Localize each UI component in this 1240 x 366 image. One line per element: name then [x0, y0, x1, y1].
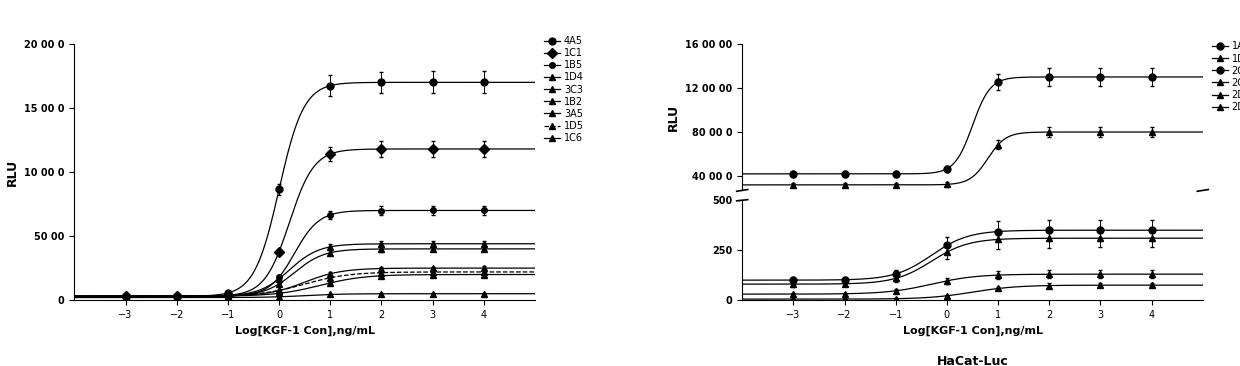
Y-axis label: RLU: RLU: [6, 158, 19, 186]
Y-axis label: RLU: RLU: [667, 104, 680, 131]
X-axis label: Log[KGF-1 Con],ng/mL: Log[KGF-1 Con],ng/mL: [903, 325, 1043, 336]
Legend: 4A5, 1C1, 1B5, 1D4, 3C3, 1B2, 3A5, 1D5, 1C6: 4A5, 1C1, 1B5, 1D4, 3C3, 1B2, 3A5, 1D5, …: [544, 36, 584, 143]
Text: HaCat-Luc: HaCat-Luc: [936, 355, 1008, 366]
Legend: 1A6, 1D6, 2C2, 2C3, 2D1, 2D2: 1A6, 1D6, 2C2, 2C3, 2D1, 2D2: [1213, 41, 1240, 112]
X-axis label: Log[KGF-1 Con],ng/mL: Log[KGF-1 Con],ng/mL: [234, 325, 374, 336]
